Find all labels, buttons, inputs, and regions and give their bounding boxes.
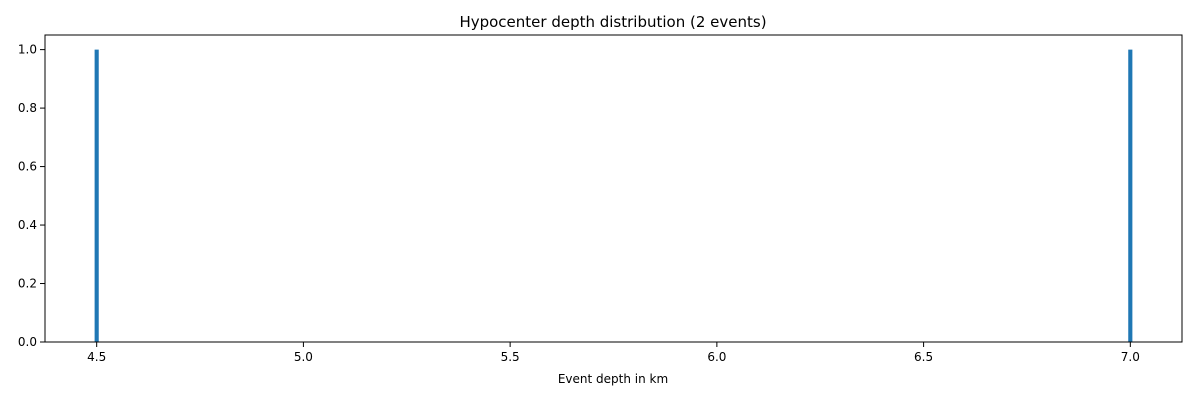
x-tick-label: 6.0 (707, 350, 726, 364)
x-axis: 4.5 5.0 5.5 6.0 6.5 7.0 (87, 342, 1140, 364)
y-tick-label: 0.6 (18, 160, 37, 174)
x-tick-label: 6.5 (914, 350, 933, 364)
x-tick-label: 5.0 (294, 350, 313, 364)
y-tick-label: 1.0 (18, 43, 37, 57)
x-tick-label: 4.5 (87, 350, 106, 364)
x-tick-label: 7.0 (1121, 350, 1140, 364)
bars-layer (94, 49, 1133, 343)
y-tick-label: 0.0 (18, 335, 37, 349)
histogram-bar-1 (1128, 49, 1133, 343)
plot-frame (44, 34, 1183, 343)
y-axis: 0.0 0.2 0.4 0.6 0.8 1.0 (18, 43, 45, 349)
y-tick-label: 0.4 (18, 218, 37, 232)
y-tick-label: 0.8 (18, 101, 37, 115)
chart-title: Hypocenter depth distribution (2 events) (459, 13, 766, 31)
histogram-bar-0 (94, 49, 99, 343)
y-tick-label: 0.2 (18, 277, 37, 291)
x-axis-label: Event depth in km (558, 372, 668, 386)
x-tick-label: 5.5 (501, 350, 520, 364)
